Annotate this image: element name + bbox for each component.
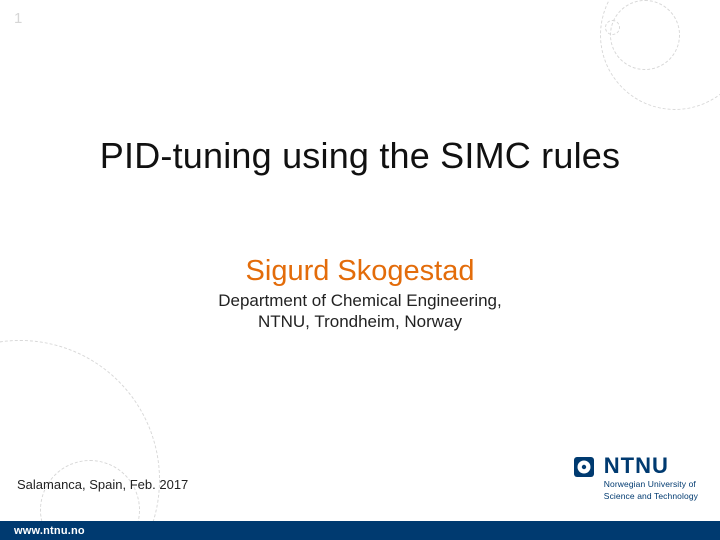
logo-main-text: NTNU bbox=[604, 455, 698, 477]
ntnu-logo-mark-icon bbox=[572, 455, 596, 479]
venue-text: Salamanca, Spain, Feb. 2017 bbox=[17, 477, 188, 492]
footer-url: www.ntnu.no bbox=[14, 525, 85, 537]
author-name: Sigurd Skogestad bbox=[0, 255, 720, 288]
footer-bar: www.ntnu.no bbox=[0, 521, 720, 540]
affiliation-line-1: Department of Chemical Engineering, bbox=[0, 290, 720, 311]
decorative-circles-top bbox=[580, 0, 720, 120]
slide: 1 PID-tuning using the SIMC rules Sigurd… bbox=[0, 0, 720, 540]
decorative-circles-bottom bbox=[0, 320, 180, 540]
author-block: Sigurd Skogestad Department of Chemical … bbox=[0, 255, 720, 333]
slide-title: PID-tuning using the SIMC rules bbox=[0, 135, 720, 177]
ntnu-logo-text: NTNU Norwegian University of Science and… bbox=[604, 455, 698, 500]
affiliation-line-2: NTNU, Trondheim, Norway bbox=[0, 311, 720, 332]
page-number: 1 bbox=[14, 10, 22, 27]
logo-sub-line-1: Norwegian University of bbox=[604, 480, 698, 489]
ntnu-logo: NTNU Norwegian University of Science and… bbox=[572, 455, 698, 500]
logo-sub-line-2: Science and Technology bbox=[604, 492, 698, 501]
